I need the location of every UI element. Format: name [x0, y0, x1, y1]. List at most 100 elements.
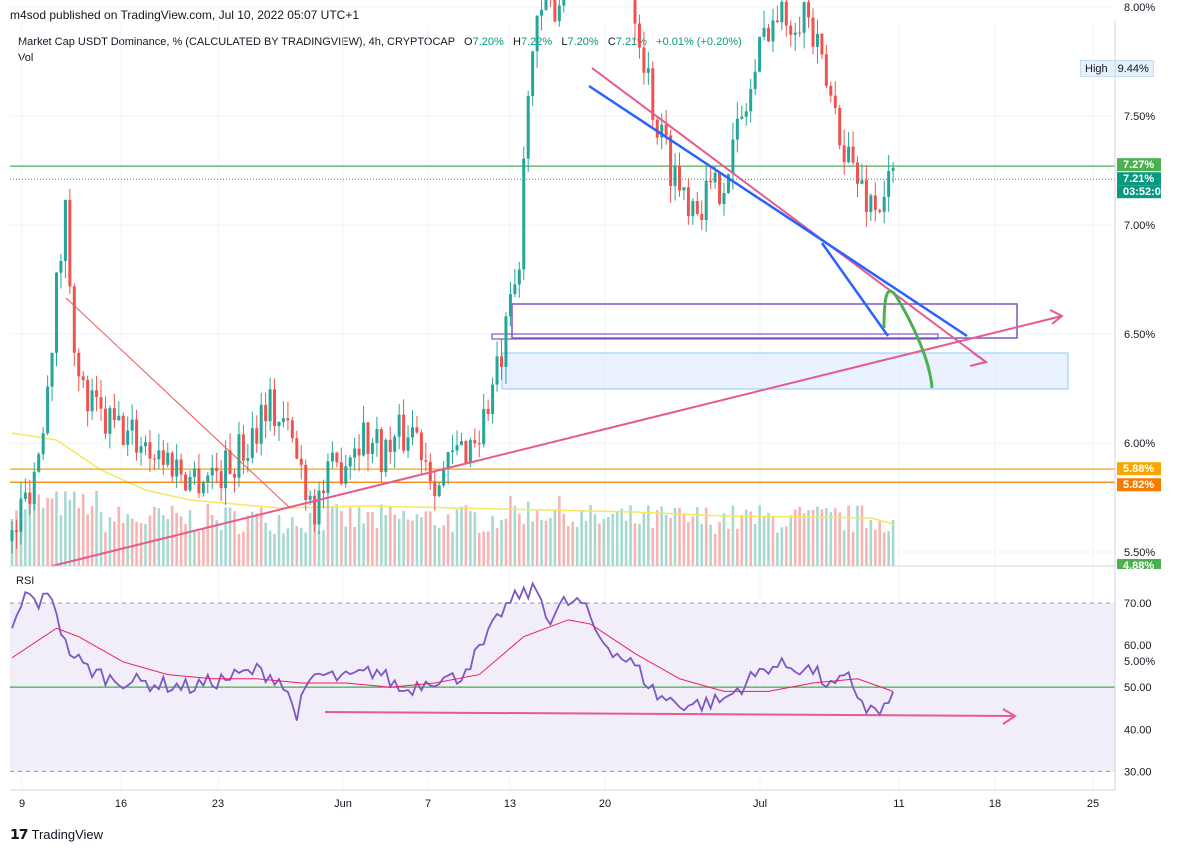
- volume-bar: [340, 511, 343, 566]
- volume-bar: [255, 513, 259, 566]
- candle-body: [112, 408, 116, 421]
- candle-body: [673, 166, 677, 187]
- volume-bar: [682, 513, 686, 566]
- candle-body: [433, 481, 437, 497]
- candle-body: [108, 408, 112, 434]
- volume-bar: [856, 505, 859, 566]
- candle-body: [224, 450, 228, 489]
- volume-bar: [299, 527, 303, 566]
- volume-bar: [242, 531, 245, 566]
- volume-bar: [406, 519, 410, 566]
- candle-body: [237, 434, 241, 478]
- price-badge: [1117, 462, 1161, 476]
- volume-bar: [722, 513, 726, 566]
- candle-body: [219, 471, 223, 489]
- volume-bar: [838, 512, 841, 566]
- volume-bar: [81, 493, 85, 566]
- candle-body: [99, 397, 103, 409]
- candle-body: [451, 450, 455, 453]
- time-tick-label: 13: [504, 798, 516, 810]
- projection-green-path: [882, 289, 934, 389]
- volume-bar: [433, 525, 437, 566]
- candle-body: [758, 36, 762, 72]
- candle-body: [184, 474, 188, 491]
- candle-body: [700, 213, 704, 221]
- volume-bar: [816, 506, 819, 566]
- volume-bar: [371, 512, 374, 566]
- volume-bar: [73, 491, 76, 566]
- candle-body: [815, 33, 819, 47]
- volume-bar: [117, 506, 121, 566]
- volume-bar: [437, 527, 441, 566]
- trendline-blue-main: [588, 84, 968, 338]
- candle-body: [646, 68, 650, 73]
- volume-bar: [526, 501, 530, 566]
- volume-bar: [384, 515, 388, 566]
- candle-body: [833, 95, 837, 108]
- volume-bar: [833, 508, 837, 566]
- volume-bar: [540, 519, 543, 566]
- candle-body: [419, 432, 423, 461]
- candle-body: [540, 9, 544, 16]
- volume-bar: [736, 528, 739, 566]
- candle-body: [807, 2, 811, 18]
- volume-bar: [842, 530, 846, 566]
- price-badge-text: 7.27%: [1123, 159, 1154, 171]
- candle-body: [59, 260, 63, 273]
- volume-bar: [446, 514, 450, 566]
- volume-bar: [188, 510, 192, 566]
- volume-bar: [571, 521, 574, 566]
- candle-body: [473, 440, 477, 444]
- candle-body: [322, 490, 325, 494]
- candle-body: [767, 27, 770, 42]
- drawn-zones: [491, 303, 1069, 390]
- candle-body: [228, 450, 232, 474]
- volume-bar: [562, 513, 566, 566]
- candle-body: [517, 269, 521, 285]
- price-badge-text: 7.21%: [1123, 173, 1154, 185]
- volume-bar: [558, 496, 561, 566]
- volume-bar: [495, 528, 499, 566]
- candle-body: [482, 409, 486, 445]
- volume-bar: [549, 517, 552, 566]
- candle-body: [170, 452, 174, 477]
- candle-body: [95, 390, 99, 398]
- candle-body: [869, 195, 873, 213]
- low-label: L: [561, 36, 568, 48]
- candle-body: [277, 421, 281, 426]
- candle-body: [299, 458, 303, 465]
- volume-bar: [144, 524, 147, 566]
- volume-bar: [624, 520, 628, 566]
- candle-body: [678, 166, 681, 191]
- candle-body: [544, 0, 548, 10]
- high-marker-label: High: [1085, 62, 1108, 75]
- candle-body: [308, 495, 312, 500]
- candle-body: [353, 448, 357, 458]
- candle-body: [63, 199, 67, 261]
- volume-bar: [731, 505, 735, 566]
- volume-bar: [317, 530, 321, 566]
- candle-body: [81, 376, 85, 381]
- candle-body: [357, 448, 361, 456]
- volume-bar: [184, 524, 187, 566]
- candle-body: [762, 27, 766, 37]
- candle-body: [175, 459, 179, 477]
- candle-body: [37, 454, 41, 472]
- rsi-tick-label: 50.00: [1124, 682, 1152, 694]
- volume-bar: [851, 531, 855, 566]
- volume-bar: [286, 528, 290, 566]
- candle-body: [152, 458, 156, 460]
- volume-bar: [46, 498, 49, 566]
- volume-bar: [50, 498, 54, 566]
- volume-bar: [504, 518, 508, 566]
- time-tick-label: Jun: [334, 798, 352, 810]
- volume-bar: [500, 519, 503, 566]
- candle-body: [793, 32, 797, 35]
- candle-body: [188, 476, 192, 491]
- volume-bar: [86, 514, 89, 566]
- candle-body: [330, 452, 334, 462]
- time-tick-label: 23: [212, 798, 224, 810]
- volume-bar: [375, 528, 379, 566]
- time-tick-label: 20: [599, 798, 611, 810]
